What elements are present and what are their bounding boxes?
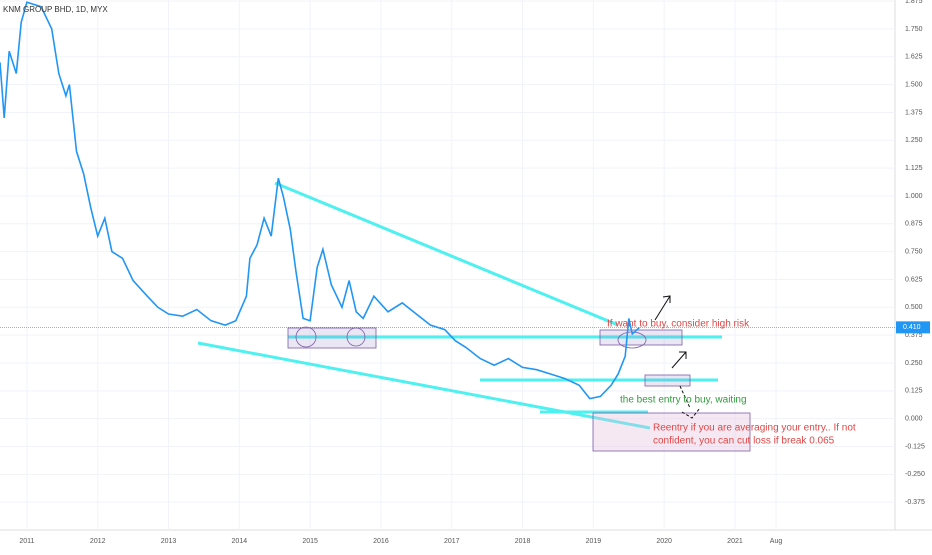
boxes xyxy=(287,326,751,452)
y-tick-label: 0.375 xyxy=(905,332,923,339)
x-tick-label: 2014 xyxy=(232,538,248,545)
x-tick-label: 2011 xyxy=(19,538,34,545)
y-tick-label: 0.500 xyxy=(905,304,923,311)
y-tick-label: 1.875 xyxy=(905,0,923,5)
y-tick-label: -0.125 xyxy=(905,443,925,450)
y-tick-label: -0.375 xyxy=(905,499,925,506)
y-tick-label: 1.375 xyxy=(905,109,923,116)
x-tick-label: 2012 xyxy=(90,538,106,545)
y-tick-label: 1.125 xyxy=(905,165,923,172)
x-tick-label: 2018 xyxy=(515,538,531,545)
y-tick-label: 0.625 xyxy=(905,276,923,283)
y-tick-label: 1.750 xyxy=(905,26,923,33)
x-tick-label: 2016 xyxy=(373,538,389,545)
x-tick-label: 2015 xyxy=(302,538,318,545)
y-tick-label: 1.000 xyxy=(905,193,923,200)
y-tick-label: 0.250 xyxy=(905,360,923,367)
chart-title: KNM GROUP BHD, 1D, MYX xyxy=(3,5,108,14)
annotation: If want to buy, consider high risk xyxy=(607,319,750,330)
last-price-label: 0.410 xyxy=(903,324,921,331)
x-tick-label: 2017 xyxy=(444,538,460,545)
y-tick-label: 0.000 xyxy=(905,415,923,422)
x-tick-label: 2021 xyxy=(727,538,743,545)
y-tick-label: 1.500 xyxy=(905,81,923,88)
y-tick-label: 0.125 xyxy=(905,388,923,395)
x-tick-label: 2020 xyxy=(656,538,672,545)
price-line xyxy=(0,1,640,400)
arrows xyxy=(654,295,701,419)
y-tick-label: 0.750 xyxy=(905,248,923,255)
annotation: the best entry to buy, waiting xyxy=(620,395,747,406)
last-price-box xyxy=(896,321,930,334)
y-tick-label: 1.250 xyxy=(905,137,923,144)
y-tick-label: -0.250 xyxy=(905,471,925,478)
annotation: confident, you can cut loss if break 0.0… xyxy=(653,436,835,447)
x-tick-label: 2019 xyxy=(586,538,602,545)
trendlines xyxy=(197,181,722,430)
y-tick-label: 0.875 xyxy=(905,221,923,228)
y-tick-label: 1.625 xyxy=(905,54,923,61)
x-tick-label: 2013 xyxy=(161,538,177,545)
annotation: Reentry if you are averaging your entry.… xyxy=(653,423,856,434)
x-tick-label: Aug xyxy=(770,538,783,545)
